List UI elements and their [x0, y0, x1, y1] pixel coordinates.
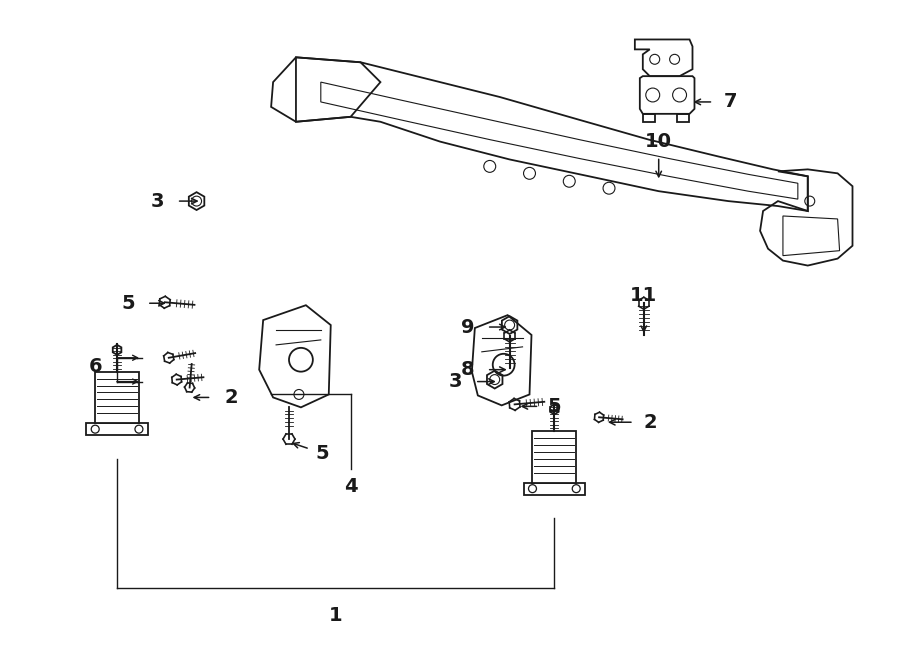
- Text: 8: 8: [461, 360, 475, 379]
- Text: 2: 2: [644, 412, 657, 432]
- Text: 5: 5: [316, 444, 329, 463]
- Text: 1: 1: [328, 606, 343, 625]
- FancyBboxPatch shape: [95, 371, 139, 423]
- Text: 3: 3: [150, 192, 164, 211]
- Text: 2: 2: [224, 388, 238, 407]
- FancyBboxPatch shape: [524, 483, 585, 494]
- Text: 9: 9: [462, 317, 475, 336]
- Text: 11: 11: [630, 286, 657, 305]
- Text: 7: 7: [724, 93, 737, 112]
- Text: 5: 5: [122, 293, 135, 313]
- Text: 4: 4: [344, 477, 357, 496]
- FancyBboxPatch shape: [533, 431, 576, 483]
- FancyBboxPatch shape: [86, 423, 148, 435]
- Text: 5: 5: [547, 397, 561, 416]
- Text: 3: 3: [448, 372, 462, 391]
- Text: 6: 6: [88, 357, 103, 376]
- Text: 10: 10: [645, 132, 672, 151]
